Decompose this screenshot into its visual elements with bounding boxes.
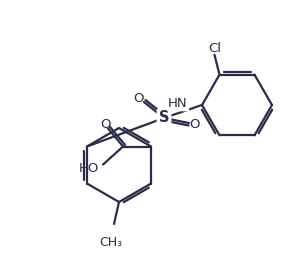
Text: HN: HN (168, 97, 188, 110)
Text: HO: HO (79, 162, 99, 175)
Text: O: O (134, 91, 144, 104)
Text: Cl: Cl (208, 42, 221, 55)
Text: CH₃: CH₃ (99, 236, 123, 249)
Text: S: S (159, 110, 169, 125)
Text: O: O (190, 119, 200, 132)
Text: O: O (100, 118, 110, 131)
